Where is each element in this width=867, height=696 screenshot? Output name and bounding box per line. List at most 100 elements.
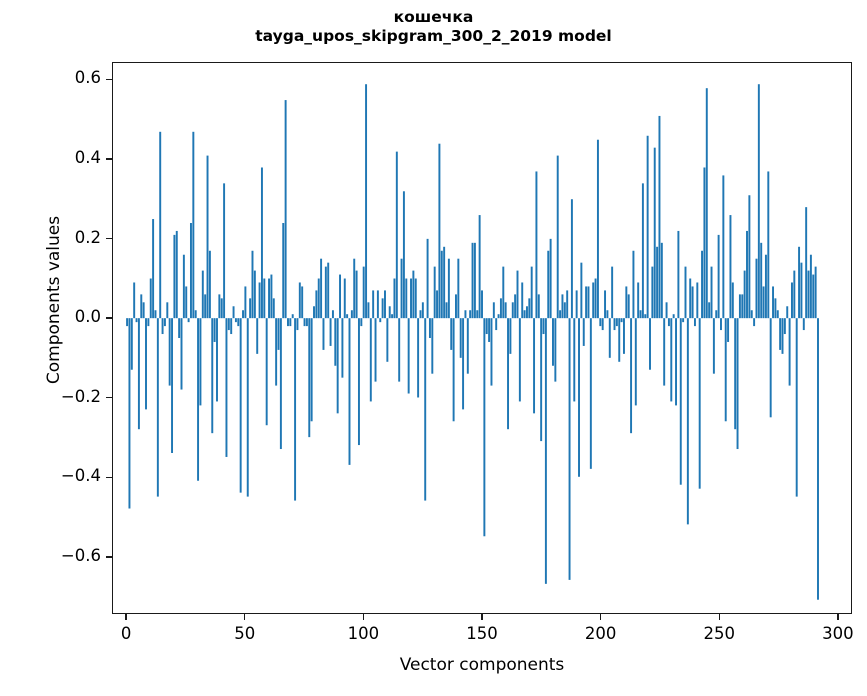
bar bbox=[767, 171, 770, 319]
bar bbox=[341, 318, 344, 378]
bar bbox=[313, 306, 315, 319]
bar bbox=[481, 290, 483, 319]
bar bbox=[675, 318, 678, 406]
y-axis-label: Components values bbox=[44, 215, 64, 385]
bar bbox=[270, 274, 273, 319]
bar bbox=[805, 207, 808, 319]
bar bbox=[594, 278, 597, 319]
bar bbox=[743, 270, 746, 319]
bar bbox=[246, 318, 249, 497]
bar bbox=[660, 242, 663, 319]
bar bbox=[604, 290, 607, 319]
bar bbox=[521, 282, 524, 319]
bar bbox=[218, 294, 221, 319]
bar bbox=[566, 290, 569, 319]
bar bbox=[374, 318, 377, 382]
bar bbox=[608, 318, 611, 358]
bar bbox=[547, 250, 550, 319]
bar bbox=[490, 318, 493, 386]
x-axis-label: Vector components bbox=[399, 655, 565, 675]
bar bbox=[485, 318, 488, 335]
bar bbox=[133, 282, 136, 319]
bar bbox=[126, 318, 129, 327]
bar bbox=[142, 302, 145, 319]
bar bbox=[237, 318, 240, 327]
bar bbox=[788, 318, 791, 386]
x-tick-label: 50 bbox=[234, 624, 256, 643]
bar bbox=[294, 318, 297, 501]
bar bbox=[611, 266, 614, 319]
bar bbox=[182, 254, 185, 319]
bar bbox=[242, 310, 244, 319]
bar bbox=[798, 246, 801, 319]
bar bbox=[528, 298, 531, 319]
bar bbox=[204, 294, 207, 319]
bar bbox=[755, 258, 758, 319]
x-tick-mark bbox=[837, 614, 839, 620]
bar bbox=[305, 318, 308, 327]
bar bbox=[402, 191, 405, 319]
bar bbox=[187, 318, 190, 323]
bar bbox=[592, 282, 595, 319]
bar bbox=[774, 298, 777, 319]
y-tick-label: −0.4 bbox=[60, 466, 101, 486]
bar bbox=[554, 318, 557, 382]
bar bbox=[561, 294, 564, 319]
bar bbox=[599, 318, 602, 327]
bar bbox=[814, 266, 817, 319]
bar bbox=[268, 278, 271, 319]
bar bbox=[720, 318, 722, 331]
bar bbox=[701, 250, 704, 319]
bar bbox=[483, 318, 486, 537]
bar bbox=[414, 278, 417, 319]
bar bbox=[589, 318, 592, 469]
bar bbox=[502, 266, 505, 319]
bar bbox=[750, 310, 753, 319]
bar bbox=[372, 290, 375, 319]
bar bbox=[213, 318, 216, 342]
bar bbox=[757, 84, 760, 319]
bar bbox=[234, 318, 237, 323]
bar bbox=[258, 282, 261, 319]
bar bbox=[277, 318, 280, 350]
bar bbox=[769, 318, 772, 418]
bar bbox=[471, 242, 474, 319]
bar bbox=[682, 318, 685, 323]
bar bbox=[578, 318, 580, 477]
bar bbox=[445, 302, 448, 319]
bar bbox=[244, 286, 247, 319]
bar bbox=[790, 282, 793, 319]
bar bbox=[145, 318, 147, 410]
bar bbox=[355, 270, 358, 319]
bar bbox=[400, 258, 403, 319]
bar bbox=[698, 318, 701, 489]
bar bbox=[712, 318, 715, 374]
bar bbox=[322, 318, 325, 350]
bar bbox=[291, 314, 294, 319]
bar bbox=[734, 318, 737, 430]
bar bbox=[542, 318, 545, 335]
bar bbox=[239, 318, 242, 493]
bar bbox=[447, 258, 450, 319]
bar bbox=[225, 318, 228, 457]
bar bbox=[298, 282, 301, 319]
bar bbox=[310, 318, 313, 422]
bar bbox=[672, 314, 675, 319]
y-tick-mark bbox=[106, 158, 112, 160]
bar bbox=[428, 318, 431, 338]
bar bbox=[365, 84, 368, 319]
bar bbox=[580, 262, 583, 319]
bar bbox=[360, 318, 363, 327]
bar bbox=[303, 318, 306, 327]
bar bbox=[327, 262, 330, 319]
bar bbox=[436, 290, 439, 319]
bar bbox=[140, 294, 143, 319]
bar bbox=[339, 274, 342, 319]
bar bbox=[421, 302, 424, 319]
bar bbox=[405, 278, 408, 319]
bar bbox=[802, 318, 805, 331]
x-tick-mark bbox=[718, 614, 720, 620]
bar bbox=[199, 318, 202, 406]
bar bbox=[748, 195, 751, 319]
bar bbox=[691, 286, 694, 319]
